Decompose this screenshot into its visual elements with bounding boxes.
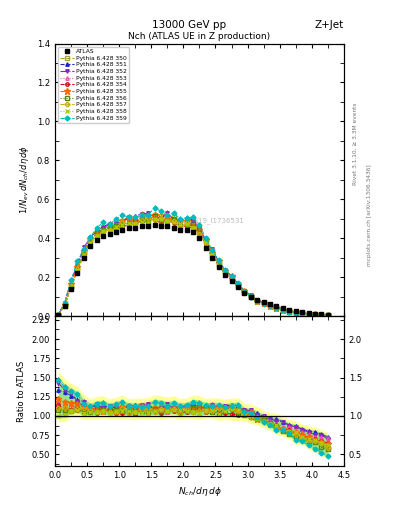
Text: Rivet 3.1.10, ≥ 3.3M events: Rivet 3.1.10, ≥ 3.3M events [353, 102, 358, 185]
Text: mcplots.cern.ch [arXiv:1306.3436]: mcplots.cern.ch [arXiv:1306.3436] [367, 164, 372, 266]
X-axis label: $N_{ch}/d\eta\,d\phi$: $N_{ch}/d\eta\,d\phi$ [178, 485, 221, 498]
Y-axis label: $1/N_{ev}\,dN_{ch}/d\eta\,d\phi$: $1/N_{ev}\,dN_{ch}/d\eta\,d\phi$ [18, 145, 31, 215]
Y-axis label: Ratio to ATLAS: Ratio to ATLAS [17, 360, 26, 421]
Text: Z+Jet: Z+Jet [315, 19, 344, 30]
Legend: ATLAS, Pythia 6.428 350, Pythia 6.428 351, Pythia 6.428 352, Pythia 6.428 353, P: ATLAS, Pythia 6.428 350, Pythia 6.428 35… [58, 47, 129, 123]
Text: 13000 GeV pp: 13000 GeV pp [152, 19, 226, 30]
Text: ATLAS_2019_I1736531: ATLAS_2019_I1736531 [165, 217, 245, 224]
Title: Nch (ATLAS UE in Z production): Nch (ATLAS UE in Z production) [129, 32, 270, 41]
